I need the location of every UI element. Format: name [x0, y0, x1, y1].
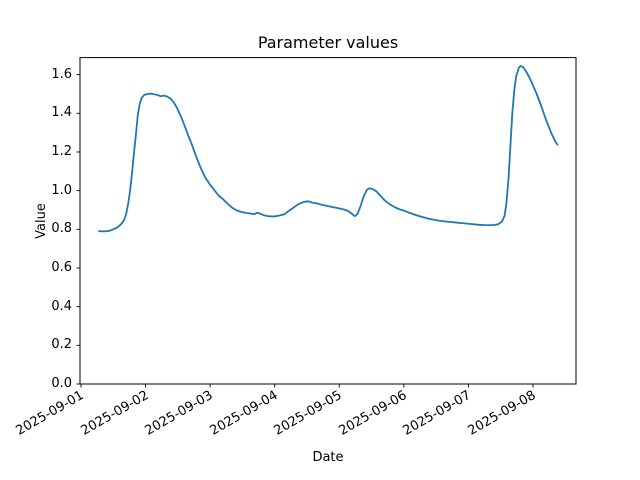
y-tick-label: 0.6 — [51, 259, 72, 275]
y-tick-label: 1.6 — [51, 66, 72, 82]
axes-spines — [79, 57, 577, 385]
y-tick-label: 0.4 — [51, 298, 72, 314]
y-axis-label: Value — [34, 203, 49, 239]
parameter-line-series — [98, 65, 559, 233]
x-axis-ticks — [80, 384, 534, 388]
y-tick-label: 1.4 — [51, 105, 72, 121]
chart-title: Parameter values — [257, 33, 399, 52]
y-tick-label: 0.8 — [51, 221, 72, 237]
y-tick-label: 0.2 — [51, 337, 72, 353]
x-axis-label: Date — [312, 450, 344, 465]
y-tick-label: 0.0 — [51, 376, 72, 391]
y-axis-ticks — [76, 74, 80, 385]
y-tick-label: 1.0 — [51, 182, 72, 198]
y-tick-label: 1.2 — [51, 143, 72, 159]
